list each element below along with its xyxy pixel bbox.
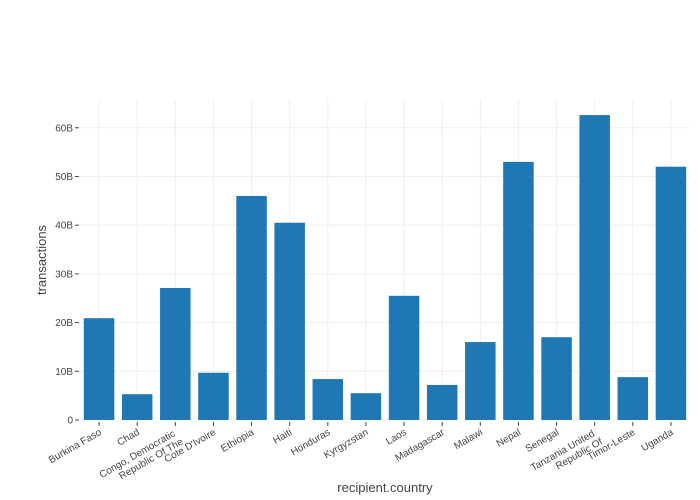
bar (503, 161, 534, 420)
bar (83, 318, 115, 420)
bar (541, 337, 572, 420)
bar (388, 295, 420, 420)
y-axis: 0 10B 20B 30B 40B 50B 60B (55, 123, 79, 427)
x-tick-label: Chad (115, 427, 141, 448)
y-tick-label: 50B (55, 172, 73, 183)
bars (83, 115, 687, 420)
bar (160, 288, 191, 420)
bar (655, 166, 687, 420)
x-tick-label: Ethiopia (219, 427, 256, 455)
x-tick-label: Laos (384, 427, 408, 447)
x-tick-label: Haiti (271, 427, 294, 447)
x-tick-label: Burkina Faso (47, 427, 104, 466)
bar (350, 393, 382, 420)
x-tick-label: Malawi (452, 427, 484, 452)
y-tick-label: 30B (55, 269, 73, 280)
y-tick-label: 20B (55, 318, 73, 329)
y-tick-label: 60B (55, 123, 73, 134)
bar (198, 372, 229, 420)
x-tick-label: Nepal (495, 427, 523, 450)
x-axis-title: recipient.country (337, 480, 433, 495)
bar (426, 384, 458, 420)
bar (121, 394, 153, 420)
bar (312, 379, 344, 420)
bar (465, 342, 496, 420)
y-axis-title: transactions (34, 224, 49, 295)
bar (236, 195, 267, 420)
y-tick-label: 40B (55, 221, 73, 232)
bar (274, 222, 305, 420)
bar (579, 115, 610, 420)
y-tick-label: 0 (67, 416, 73, 427)
y-tick-label: 10B (55, 367, 73, 378)
x-tick-label: Uganda (640, 427, 676, 454)
bar (617, 377, 649, 420)
